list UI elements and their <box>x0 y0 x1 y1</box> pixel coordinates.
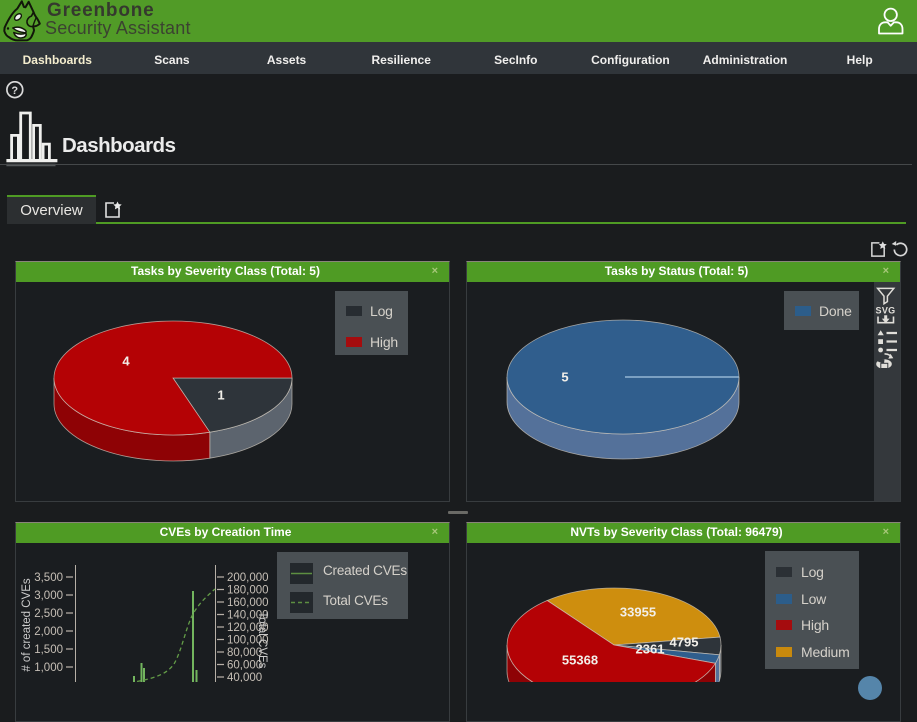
svg-text:2,500: 2,500 <box>34 608 63 620</box>
svg-text:160,000: 160,000 <box>227 597 269 609</box>
svg-text:100,000: 100,000 <box>227 635 269 647</box>
svg-text:120,000: 120,000 <box>227 622 269 634</box>
svg-text:1,500: 1,500 <box>34 644 63 656</box>
svg-text:180,000: 180,000 <box>227 585 269 597</box>
svg-text:Total CVEs: Total CVEs <box>256 612 268 669</box>
svg-text:# of created CVEs: # of created CVEs <box>21 578 33 672</box>
svg-text:80,000: 80,000 <box>227 647 262 659</box>
svg-text:?: ? <box>11 85 18 97</box>
svg-text:140,000: 140,000 <box>227 610 269 622</box>
svg-text:3,500: 3,500 <box>34 572 63 584</box>
svg-text:3,000: 3,000 <box>34 590 63 602</box>
svg-text:40,000: 40,000 <box>227 672 262 682</box>
svg-text:200,000: 200,000 <box>227 572 269 584</box>
svg-text:1,000: 1,000 <box>34 662 63 674</box>
svg-text:2,000: 2,000 <box>34 626 63 638</box>
svg-text:60,000: 60,000 <box>227 660 262 672</box>
svg-text:SVG: SVG <box>876 306 896 316</box>
